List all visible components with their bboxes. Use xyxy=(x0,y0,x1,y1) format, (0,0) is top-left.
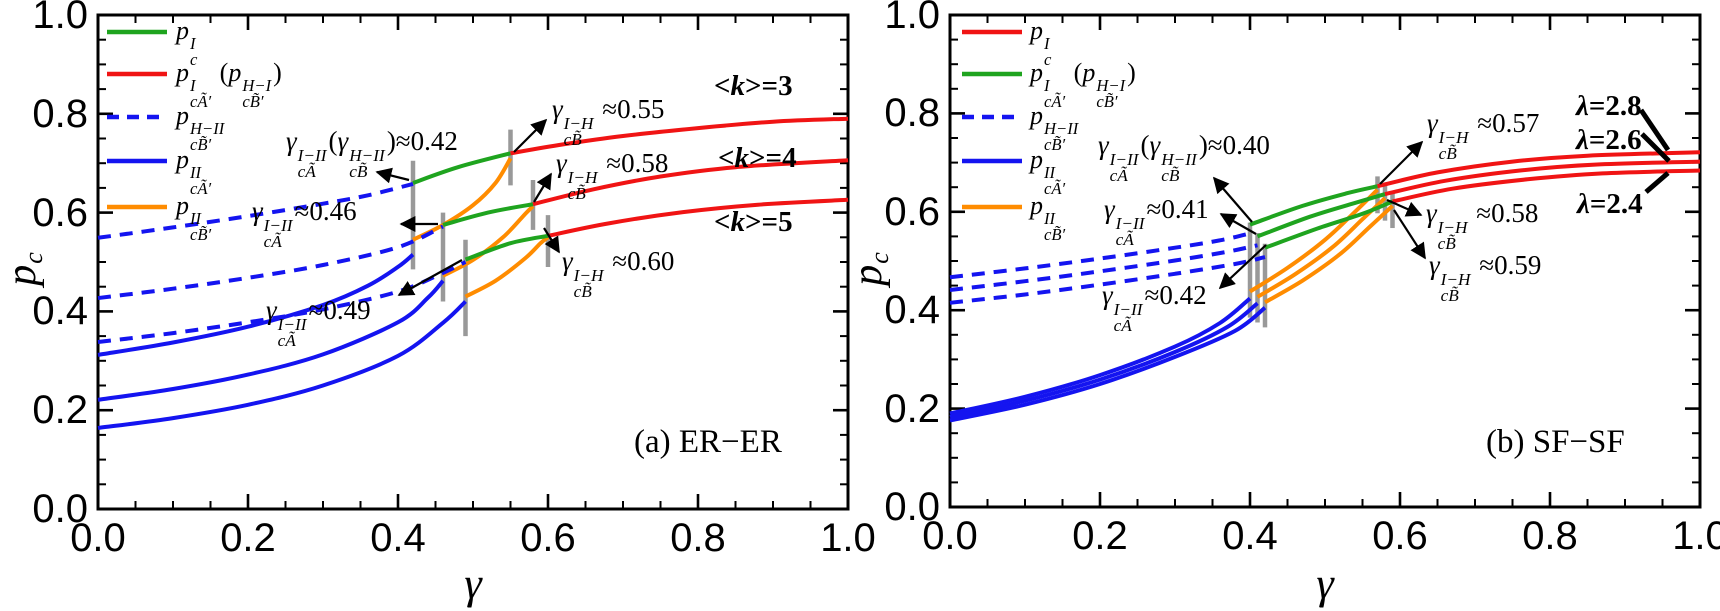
annotation-arrow-b-1 xyxy=(1219,213,1257,235)
curve-i_red-b-0 xyxy=(1377,150,1701,189)
curve-i_green-a-0 xyxy=(412,151,512,185)
curve-ii_solid-b-2 xyxy=(949,306,1267,423)
curve-ii_orange-a-1 xyxy=(442,204,535,278)
curve-ii_orange-a-0 xyxy=(412,157,513,242)
curve-h2_dashed-b-0 xyxy=(949,231,1251,280)
annotation-arrow-b-2 xyxy=(1218,244,1267,290)
family-leader-b-2 xyxy=(1644,171,1670,194)
curve-i_red-b-1 xyxy=(1384,159,1701,197)
curve-h2_dashed-b-2 xyxy=(949,255,1266,305)
curve-i_red-a-2 xyxy=(547,197,849,238)
curve-ii_solid-a-2 xyxy=(97,300,467,430)
annotation-arrow-a-4 xyxy=(397,259,463,296)
annotation-arrow-b-3 xyxy=(1379,140,1424,185)
annotation-arrow-b-5 xyxy=(1393,209,1426,260)
curve-i_red-a-0 xyxy=(510,116,849,156)
curve-i_green-a-1 xyxy=(442,202,534,227)
curve-ii_orange-a-2 xyxy=(464,235,550,299)
annotation-arrow-b-4 xyxy=(1386,198,1423,217)
curve-ii_solid-a-1 xyxy=(97,279,445,402)
curve-ii_solid-b-1 xyxy=(949,301,1259,419)
family-leader-b-0 xyxy=(1638,108,1671,152)
curve-i_green-b-1 xyxy=(1256,192,1386,239)
curve-h2_dashed-b-1 xyxy=(949,243,1258,293)
plot-frame-b xyxy=(948,13,1702,509)
curve-h2_dashed-a-0 xyxy=(97,181,414,240)
curve-i_green-b-2 xyxy=(1264,199,1394,250)
curve-ii_orange-b-0 xyxy=(1248,188,1379,294)
family-leader-b-1 xyxy=(1640,132,1671,163)
curve-ii_solid-b-0 xyxy=(949,296,1252,416)
curve-i_red-b-2 xyxy=(1392,168,1701,204)
curve-i_green-b-0 xyxy=(1249,184,1378,227)
annotation-arrow-a-2 xyxy=(533,172,552,203)
annotation-arrow-a-0 xyxy=(375,167,410,184)
curve-i_green-a-2 xyxy=(464,233,549,262)
annotation-arrow-b-0 xyxy=(1212,176,1253,223)
annotation-arrow-a-1 xyxy=(513,118,548,153)
curve-h2_dashed-a-1 xyxy=(97,224,444,301)
curve-h2_dashed-a-2 xyxy=(97,260,467,345)
curve-ii_orange-b-2 xyxy=(1264,204,1394,305)
annotation-arrow-a-5 xyxy=(543,227,560,254)
curve-i_red-a-1 xyxy=(532,158,849,207)
curve-ii_solid-a-0 xyxy=(97,253,415,357)
